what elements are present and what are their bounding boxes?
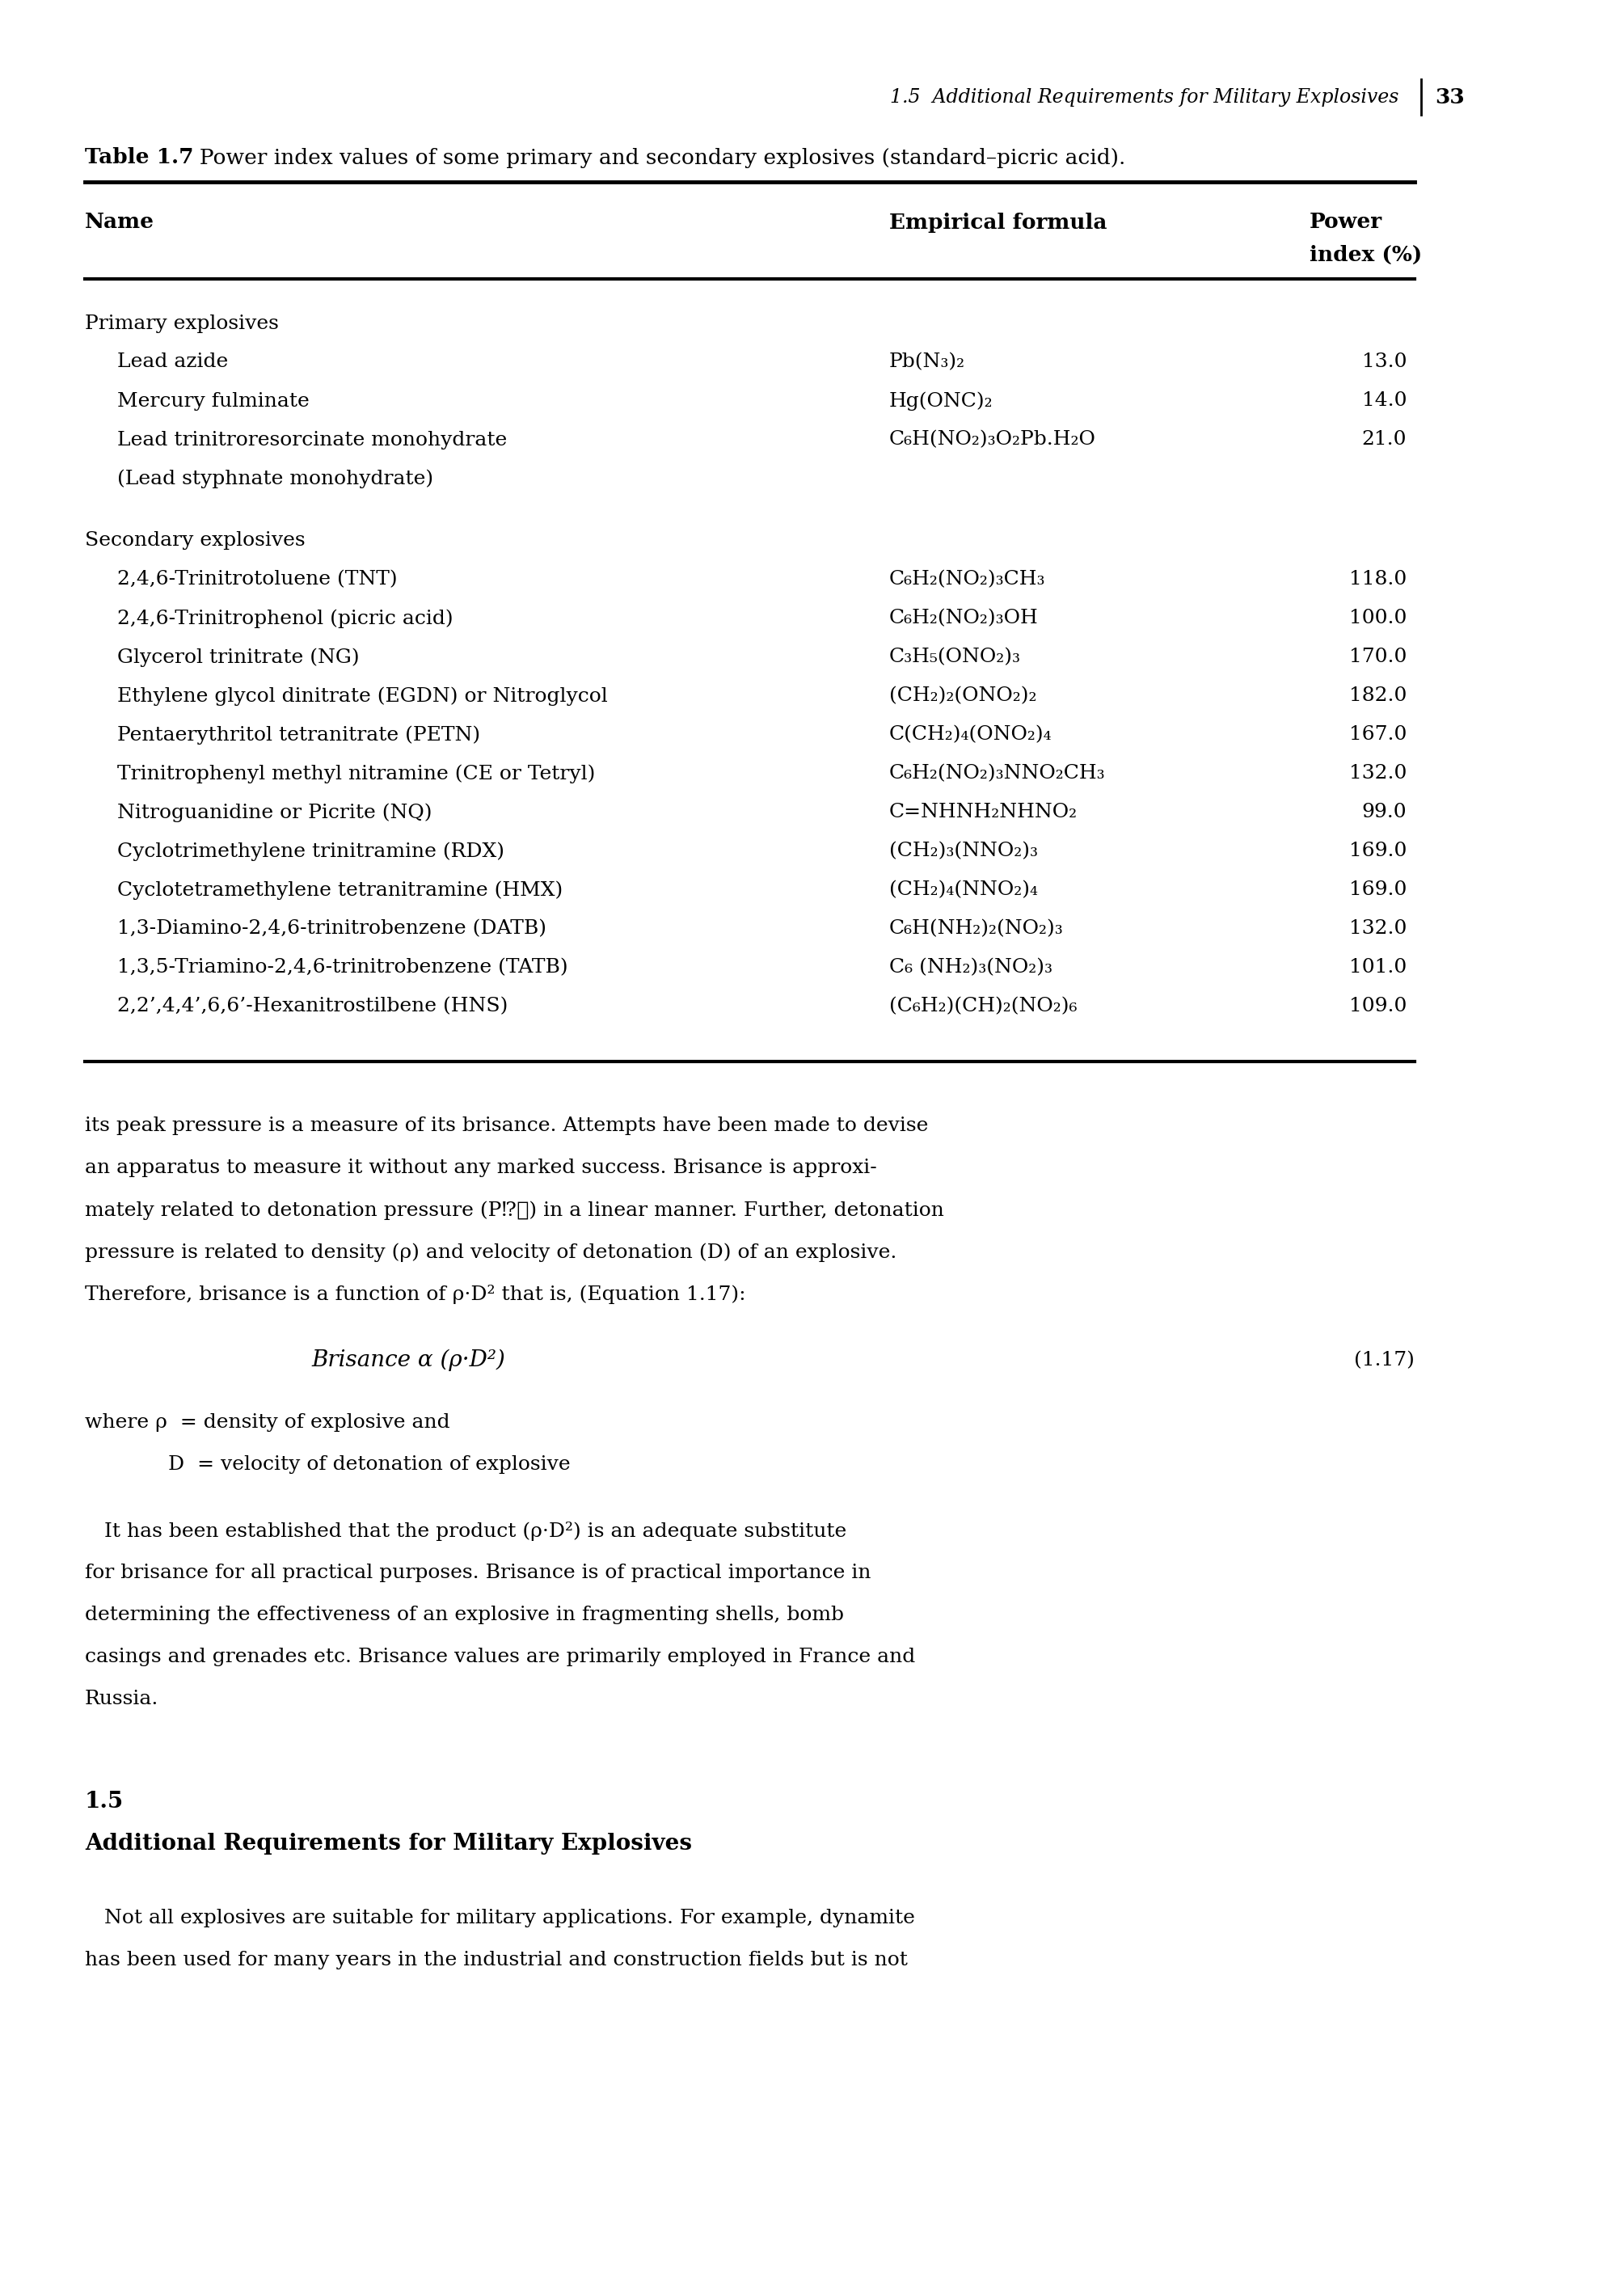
Text: C₆H₂(NO₂)₃OH: C₆H₂(NO₂)₃OH (890, 610, 1038, 628)
Text: C₆H(NO₂)₃O₂Pb.H₂O: C₆H(NO₂)₃O₂Pb.H₂O (890, 431, 1096, 449)
Text: Therefore, brisance is a function of ρ·D² that is, (Equation 1.17):: Therefore, brisance is a function of ρ·D… (84, 1284, 745, 1304)
Text: 33: 33 (1436, 87, 1465, 108)
Text: 2,2’,4,4’,6,6’-Hexanitrostilbene (HNS): 2,2’,4,4’,6,6’-Hexanitrostilbene (HNS) (117, 997, 508, 1015)
Text: C₆H₂(NO₂)₃CH₃: C₆H₂(NO₂)₃CH₃ (890, 571, 1046, 589)
Text: 169.0: 169.0 (1350, 841, 1406, 860)
Text: (C₆H₂)(CH)₂(NO₂)₆: (C₆H₂)(CH)₂(NO₂)₆ (890, 997, 1077, 1015)
Text: 182.0: 182.0 (1350, 688, 1406, 706)
Text: 2,4,6-Trinitrotoluene (TNT): 2,4,6-Trinitrotoluene (TNT) (117, 571, 398, 589)
Text: Hg(ONC)₂: Hg(ONC)₂ (890, 392, 994, 410)
Text: Lead azide: Lead azide (117, 353, 227, 371)
Text: 13.0: 13.0 (1361, 353, 1406, 371)
Text: C=NHNH₂NHNO₂: C=NHNH₂NHNO₂ (890, 802, 1078, 821)
Text: 99.0: 99.0 (1361, 802, 1406, 821)
Text: Ethylene glycol dinitrate (EGDN) or Nitroglycol: Ethylene glycol dinitrate (EGDN) or Nitr… (117, 685, 607, 706)
Text: for brisance for all practical purposes. Brisance is of practical importance in: for brisance for all practical purposes.… (84, 1563, 870, 1581)
Text: Empirical formula: Empirical formula (890, 213, 1108, 231)
Text: 167.0: 167.0 (1350, 727, 1406, 745)
Text: 101.0: 101.0 (1350, 958, 1406, 976)
Text: 1,3-Diamino-2,4,6-trinitrobenzene (DATB): 1,3-Diamino-2,4,6-trinitrobenzene (DATB) (117, 919, 546, 937)
Text: C₆H(NH₂)₂(NO₂)₃: C₆H(NH₂)₂(NO₂)₃ (890, 919, 1064, 937)
Text: Brisance α (ρ·D²): Brisance α (ρ·D²) (312, 1350, 505, 1371)
Text: 21.0: 21.0 (1361, 431, 1406, 449)
Text: index (%): index (%) (1309, 245, 1423, 266)
Text: Not all explosives are suitable for military applications. For example, dynamite: Not all explosives are suitable for mili… (84, 1909, 914, 1928)
Text: 14.0: 14.0 (1361, 392, 1406, 410)
Text: an apparatus to measure it without any marked success. Brisance is approxi-: an apparatus to measure it without any m… (84, 1160, 877, 1178)
Text: 170.0: 170.0 (1350, 649, 1406, 667)
Text: 169.0: 169.0 (1350, 880, 1406, 898)
Text: Additional Requirements for Military Explosives: Additional Requirements for Military Exp… (84, 1834, 692, 1854)
Text: C(CH₂)₄(ONO₂)₄: C(CH₂)₄(ONO₂)₄ (890, 727, 1052, 745)
Text: (CH₂)₂(ONO₂)₂: (CH₂)₂(ONO₂)₂ (890, 688, 1036, 706)
Text: Secondary explosives: Secondary explosives (84, 532, 305, 550)
Text: Name: Name (84, 213, 154, 231)
Text: Table 1.7: Table 1.7 (84, 147, 193, 167)
Text: where ρ  = density of explosive and: where ρ = density of explosive and (84, 1414, 450, 1432)
Text: (Lead styphnate monohydrate): (Lead styphnate monohydrate) (117, 470, 434, 488)
Text: Cyclotrimethylene trinitramine (RDX): Cyclotrimethylene trinitramine (RDX) (117, 841, 505, 862)
Text: C₆H₂(NO₂)₃NNO₂CH₃: C₆H₂(NO₂)₃NNO₂CH₃ (890, 763, 1106, 784)
Text: Power index values of some primary and secondary explosives (standard–picric aci: Power index values of some primary and s… (185, 147, 1125, 167)
Text: 1.5: 1.5 (84, 1790, 123, 1813)
Text: C₆ (NH₂)₃(NO₂)₃: C₆ (NH₂)₃(NO₂)₃ (890, 958, 1052, 976)
Text: mately related to detonation pressure (P⁉⁃) in a linear manner. Further, detonat: mately related to detonation pressure (P… (84, 1201, 944, 1219)
Text: (1.17): (1.17) (1354, 1352, 1415, 1371)
Text: 118.0: 118.0 (1350, 571, 1406, 589)
Text: (CH₂)₄(NNO₂)₄: (CH₂)₄(NNO₂)₄ (890, 880, 1038, 898)
Text: determining the effectiveness of an explosive in fragmenting shells, bomb: determining the effectiveness of an expl… (84, 1607, 844, 1625)
Text: 109.0: 109.0 (1350, 997, 1406, 1015)
Text: Mercury fulminate: Mercury fulminate (117, 392, 310, 410)
Text: its peak pressure is a measure of its brisance. Attempts have been made to devis: its peak pressure is a measure of its br… (84, 1116, 929, 1135)
Text: Pb(N₃)₂: Pb(N₃)₂ (890, 353, 965, 371)
Text: 132.0: 132.0 (1350, 763, 1406, 784)
Text: Nitroguanidine or Picrite (NQ): Nitroguanidine or Picrite (NQ) (117, 802, 432, 823)
Text: It has been established that the product (ρ·D²) is an adequate substitute: It has been established that the product… (84, 1522, 846, 1540)
Text: D  = velocity of detonation of explosive: D = velocity of detonation of explosive (130, 1455, 570, 1474)
Text: Lead trinitroresorcinate monohydrate: Lead trinitroresorcinate monohydrate (117, 431, 507, 449)
Text: Cyclotetramethylene tetranitramine (HMX): Cyclotetramethylene tetranitramine (HMX) (117, 880, 564, 898)
Text: 1.5  Additional Requirements for Military Explosives: 1.5 Additional Requirements for Military… (890, 87, 1398, 105)
Text: 2,4,6-Trinitrophenol (picric acid): 2,4,6-Trinitrophenol (picric acid) (117, 610, 453, 628)
Text: pressure is related to density (ρ) and velocity of detonation (D) of an explosiv: pressure is related to density (ρ) and v… (84, 1242, 896, 1261)
Text: 100.0: 100.0 (1350, 610, 1406, 628)
Text: casings and grenades etc. Brisance values are primarily employed in France and: casings and grenades etc. Brisance value… (84, 1648, 916, 1666)
Text: has been used for many years in the industrial and construction fields but is no: has been used for many years in the indu… (84, 1950, 908, 1969)
Text: Glycerol trinitrate (NG): Glycerol trinitrate (NG) (117, 649, 359, 667)
Text: C₃H₅(ONO₂)₃: C₃H₅(ONO₂)₃ (890, 649, 1021, 667)
Text: (CH₂)₃(NNO₂)₃: (CH₂)₃(NNO₂)₃ (890, 841, 1038, 860)
Text: 1,3,5-Triamino-2,4,6-trinitrobenzene (TATB): 1,3,5-Triamino-2,4,6-trinitrobenzene (TA… (117, 958, 568, 976)
Text: Trinitrophenyl methyl nitramine (CE or Tetryl): Trinitrophenyl methyl nitramine (CE or T… (117, 763, 596, 784)
Text: Power: Power (1309, 213, 1382, 231)
Text: Primary explosives: Primary explosives (84, 314, 279, 332)
Text: Pentaerythritol tetranitrate (PETN): Pentaerythritol tetranitrate (PETN) (117, 724, 481, 745)
Text: Russia.: Russia. (84, 1689, 159, 1708)
Text: 132.0: 132.0 (1350, 919, 1406, 937)
